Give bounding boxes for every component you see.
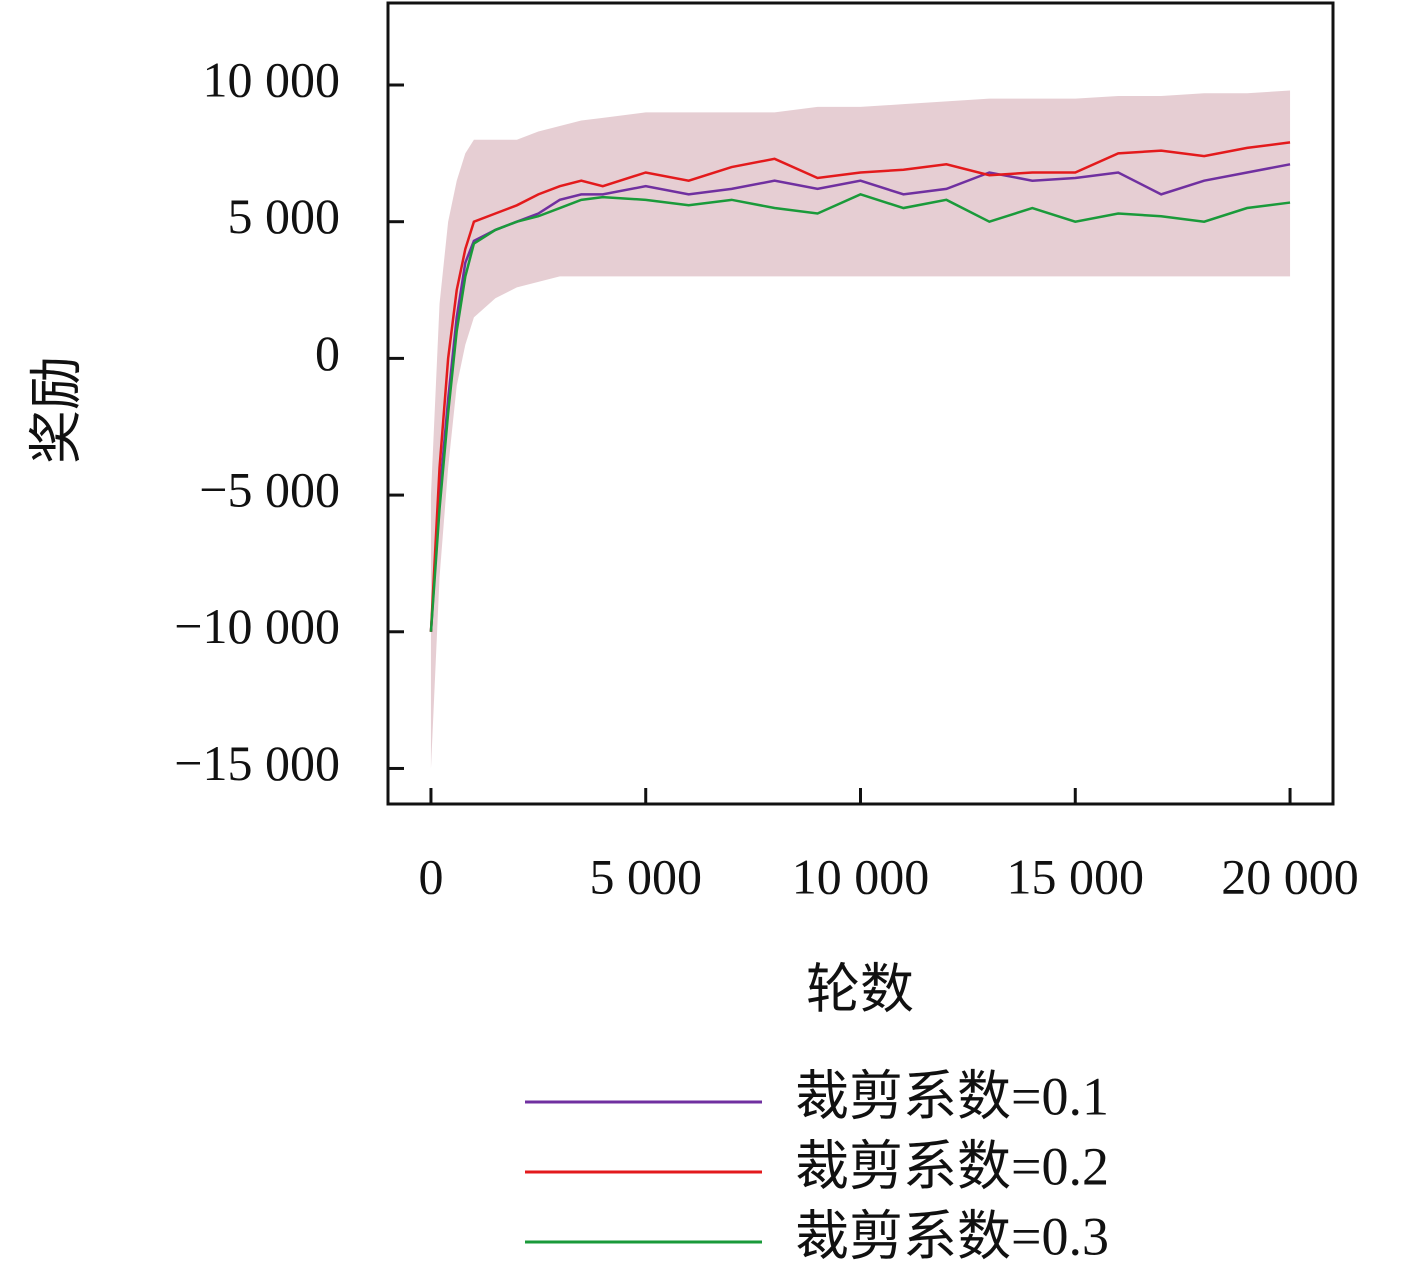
y-axis-label: 奖励: [26, 356, 86, 464]
y-tick-label: −10 000: [174, 598, 340, 654]
legend-label: 裁剪系数=0.2: [795, 1136, 1109, 1196]
y-tick-label: 0: [315, 325, 340, 381]
x-tick-label: 15 000: [1007, 848, 1145, 904]
legend-label: 裁剪系数=0.1: [795, 1066, 1109, 1126]
x-tick-label: 0: [418, 848, 443, 904]
x-tick-label: 20 000: [1221, 848, 1359, 904]
x-axis-label: 轮数: [806, 959, 914, 1019]
legend-label: 裁剪系数=0.3: [795, 1206, 1109, 1266]
variance-band: [430, 90, 1291, 769]
y-tick-label: −15 000: [174, 735, 340, 791]
series-line: [429, 163, 1291, 632]
series-line: [429, 141, 1291, 632]
x-tick-label: 10 000: [792, 848, 930, 904]
x-tick-label: 5 000: [589, 848, 702, 904]
series-line: [429, 193, 1291, 632]
y-tick-label: −5 000: [199, 462, 340, 518]
y-tick-label: 5 000: [228, 188, 341, 244]
y-tick-label: 10 000: [203, 51, 341, 107]
